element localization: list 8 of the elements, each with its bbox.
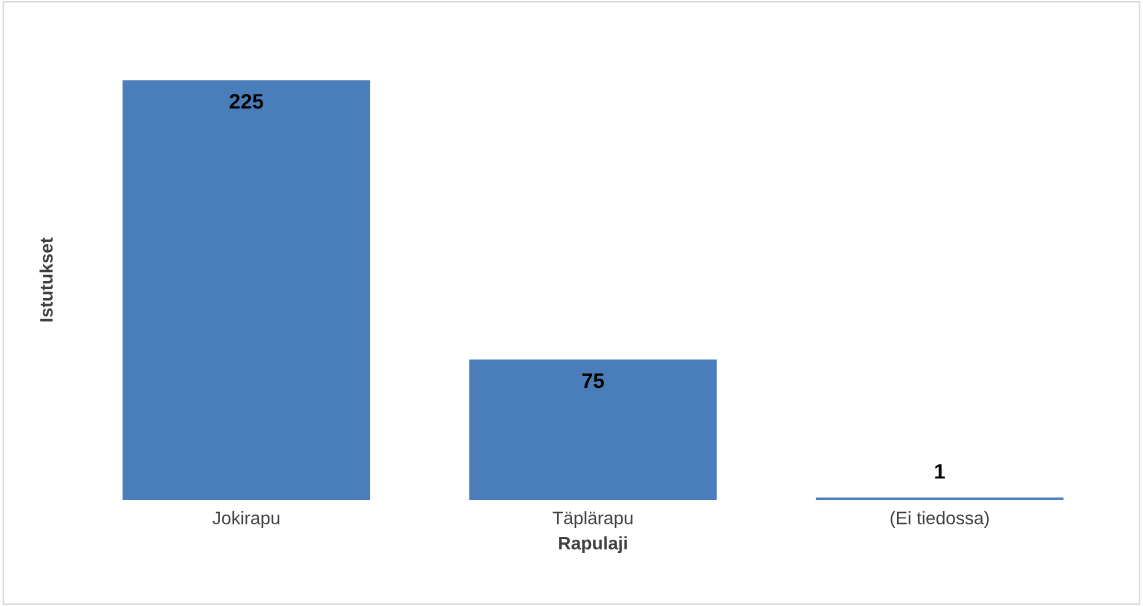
data-label: 75: [582, 373, 605, 389]
x-tick-label: (Ei tiedossa): [890, 511, 989, 528]
x-tick-label: Täplärapu: [552, 511, 633, 528]
x-axis-title: Rapulaji: [559, 536, 627, 554]
data-label: 1: [935, 464, 945, 479]
data-label: 225: [229, 94, 264, 109]
y-axis-title: Istutukset: [39, 237, 53, 322]
x-tick-label: Jokirapu: [212, 511, 280, 528]
